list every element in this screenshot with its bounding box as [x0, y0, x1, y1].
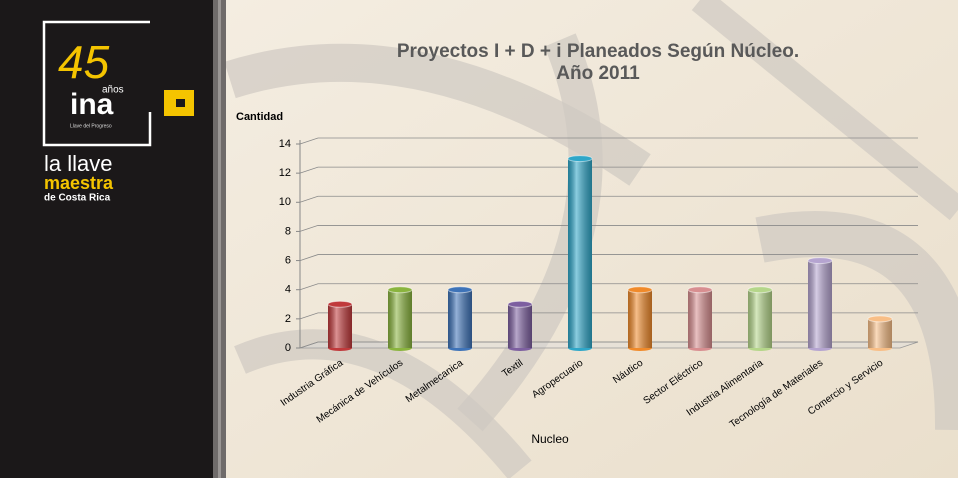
logo-frame: [42, 20, 152, 147]
logo-line1: la llave: [44, 151, 112, 176]
logo-years: años: [102, 85, 124, 96]
y-tick-label: 2: [285, 313, 291, 325]
chart-title: Proyectos I + D + i Planeados Según Núcl…: [397, 41, 799, 62]
bar-shine: [868, 318, 892, 348]
x-axis-label: Nucleo: [531, 432, 569, 446]
bar-cap: [627, 286, 653, 294]
logo-line2: maestra: [44, 173, 114, 193]
bar-shine: [568, 158, 592, 348]
side-stripe-line: [218, 0, 221, 478]
grid-line: [299, 341, 918, 349]
bar-shine: [628, 289, 652, 348]
bar-cap: [867, 315, 893, 323]
logo-brand: ina: [70, 88, 114, 121]
grid-line: [299, 254, 918, 261]
logo-box-hole: [176, 99, 185, 107]
side-panel: [0, 0, 213, 478]
grid-line: [299, 166, 918, 174]
y-tick-label: 10: [279, 196, 291, 208]
bar-shine: [388, 289, 412, 348]
grid-line: [299, 195, 918, 203]
logo-tagline: Llave del Progreso: [70, 123, 112, 129]
y-tick-label: 12: [279, 167, 291, 179]
bar-cap: [687, 286, 713, 294]
grid-line: [299, 225, 918, 232]
chart-title: Año 2011: [556, 63, 640, 84]
logo-line3: de Costa Rica: [44, 193, 111, 204]
bar-shine: [808, 260, 832, 348]
bar-shine: [748, 289, 772, 348]
logo-number: 45: [58, 36, 110, 88]
grid-line: [299, 283, 918, 291]
bar-cap: [447, 286, 473, 294]
y-tick-label: 0: [285, 342, 291, 354]
bar-cap: [507, 300, 533, 308]
bar-cap: [807, 257, 833, 265]
y-tick-label: 8: [285, 225, 291, 237]
grid-line: [299, 137, 918, 145]
bar-shine: [328, 304, 352, 348]
bar-shine: [508, 304, 532, 348]
bar-cap: [327, 300, 353, 308]
grid-line: [299, 312, 918, 320]
bar-cap: [567, 155, 593, 163]
y-tick-label: 4: [285, 284, 291, 296]
y-axis-label: Cantidad: [236, 111, 283, 123]
bar-shine: [448, 289, 472, 348]
logo: 45 años ina Llave del Progreso la llave …: [42, 20, 194, 204]
bar-shine: [688, 289, 712, 348]
y-tick-label: 14: [279, 138, 291, 150]
y-tick-label: 6: [285, 254, 291, 266]
bar-cap: [747, 286, 773, 294]
bar-cap: [387, 286, 413, 294]
